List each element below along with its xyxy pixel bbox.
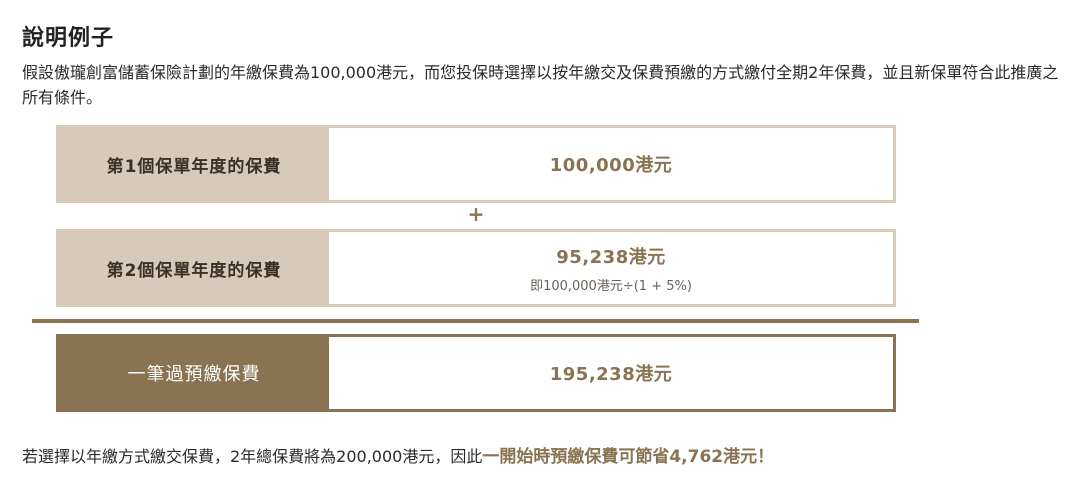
premium-calculation-note: 即100,000港元÷(1 + 5%) bbox=[530, 278, 692, 294]
savings-note-text: 若選擇以年繳方式繳交保費，2年總保費將為200,000港元，因此 bbox=[22, 447, 483, 466]
description-text: 假設傲瓏創富儲蓄保險計劃的年繳保費為100,000港元，而您投保時選擇以按年繳交… bbox=[22, 63, 1059, 107]
total-premium-row: 一筆過預繳保費 195,238港元 bbox=[56, 334, 896, 412]
total-premium-label: 一筆過預繳保費 bbox=[59, 337, 329, 409]
savings-note: 若選擇以年繳方式繳交保費，2年總保費將為200,000港元，因此一開始時預繳保費… bbox=[22, 442, 774, 467]
total-premium-amount: 195,238港元 bbox=[549, 364, 673, 385]
total-premium-value: 195,238港元 bbox=[329, 337, 893, 409]
page-title: 說明例子 bbox=[22, 26, 115, 51]
premium-amount: 100,000港元 bbox=[549, 155, 673, 176]
premium-row-year-1: 第1個保單年度的保費 100,000港元 bbox=[56, 125, 896, 203]
premium-amount: 95,238港元 bbox=[556, 246, 666, 268]
premium-row-value: 95,238港元 即100,000港元÷(1 + 5%) bbox=[329, 232, 893, 304]
premium-row-label: 第2個保單年度的保費 bbox=[59, 232, 329, 304]
plus-icon: + bbox=[467, 202, 485, 226]
savings-highlight: 一開始時預繳保費可節省4,762港元！ bbox=[482, 447, 775, 467]
sum-divider bbox=[32, 319, 919, 323]
premium-row-value: 100,000港元 bbox=[329, 128, 893, 200]
premium-row-label: 第1個保單年度的保費 bbox=[59, 128, 329, 200]
premium-row-year-2: 第2個保單年度的保費 95,238港元 即100,000港元÷(1 + 5%) bbox=[56, 229, 896, 307]
